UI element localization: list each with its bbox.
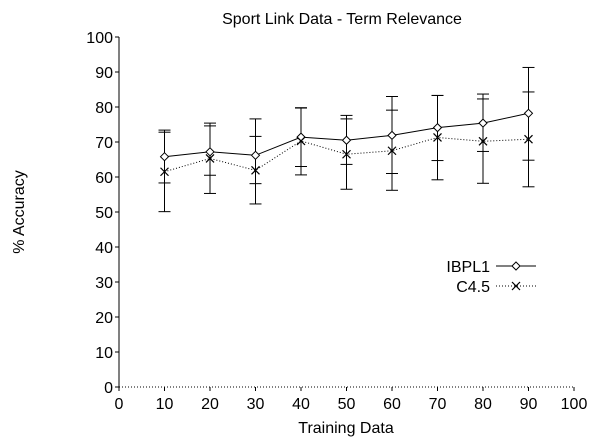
legend-marker bbox=[511, 281, 521, 291]
y-tick-label: 10 bbox=[95, 345, 113, 362]
y-tick-label: 40 bbox=[95, 240, 113, 257]
data-point bbox=[296, 136, 306, 146]
x-tick-label: 100 bbox=[561, 396, 588, 413]
data-point bbox=[387, 146, 397, 156]
x-tick-label: 0 bbox=[115, 396, 124, 413]
data-point bbox=[205, 147, 215, 157]
x-tick-label: 80 bbox=[474, 396, 492, 413]
x-tick-label: 20 bbox=[201, 396, 219, 413]
data-point bbox=[250, 150, 261, 161]
y-tick-label: 80 bbox=[95, 100, 113, 117]
x-axis-label: Training Data bbox=[298, 420, 394, 437]
x-tick-label: 70 bbox=[429, 396, 447, 413]
y-tick-label: 60 bbox=[95, 170, 113, 187]
legend-marker bbox=[511, 261, 521, 271]
data-point bbox=[341, 135, 352, 145]
data-point bbox=[432, 122, 443, 133]
x-tick-label: 90 bbox=[520, 396, 538, 413]
series-line-c4-5 bbox=[164, 136, 529, 173]
series-markers bbox=[159, 108, 534, 177]
data-point bbox=[342, 149, 351, 159]
axes: 0 10 20 30 40 50 60 70 80 90 100 0 10 20 30 40 50 60 70 80 9… bbox=[86, 30, 587, 413]
y-tick-label: 50 bbox=[95, 205, 113, 222]
data-point bbox=[205, 154, 215, 163]
data-point bbox=[296, 132, 306, 142]
x-tick-label: 40 bbox=[292, 396, 310, 413]
y-axis-label: % Accuracy bbox=[11, 170, 28, 254]
data-point bbox=[523, 108, 534, 119]
data-point bbox=[433, 133, 442, 142]
data-point bbox=[159, 151, 170, 162]
data-point bbox=[524, 134, 533, 144]
data-point bbox=[478, 118, 488, 128]
legend-label: C4.5 bbox=[456, 279, 490, 296]
y-tick-label: 30 bbox=[95, 275, 113, 292]
y-tick-label: 90 bbox=[95, 65, 113, 82]
y-tick-label: 70 bbox=[95, 135, 113, 152]
x-tick-label: 10 bbox=[156, 396, 174, 413]
error-bar bbox=[204, 125, 216, 194]
chart-title: Sport Link Data - Term Relevance bbox=[222, 11, 462, 28]
y-tick-label: 20 bbox=[95, 310, 113, 327]
data-point bbox=[160, 167, 169, 177]
y-tick-label: 0 bbox=[104, 380, 113, 397]
y-tick-label: 100 bbox=[86, 30, 113, 47]
data-point bbox=[387, 130, 397, 141]
x-tick-label: 60 bbox=[383, 396, 401, 413]
legend-label: IBPL1 bbox=[446, 259, 490, 276]
x-tick-label: 30 bbox=[247, 396, 265, 413]
x-tick-label: 50 bbox=[338, 396, 356, 413]
legend: IBPL1 C4.5 bbox=[446, 259, 536, 296]
data-point bbox=[251, 165, 260, 175]
data-point bbox=[478, 136, 488, 146]
